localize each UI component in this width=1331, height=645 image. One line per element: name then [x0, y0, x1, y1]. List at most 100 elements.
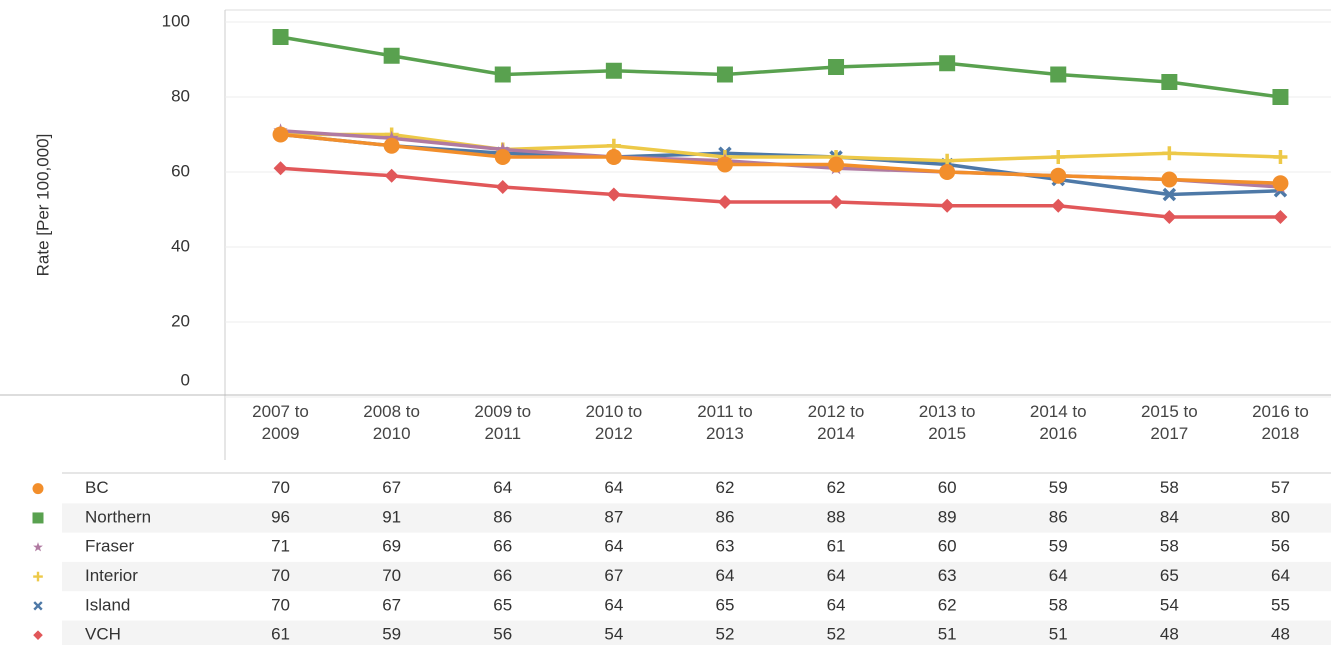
data-point [1050, 66, 1067, 83]
table-value: 65 [1160, 566, 1179, 585]
data-point [1050, 167, 1067, 184]
data-point [495, 180, 510, 194]
legend-label: Interior [85, 566, 138, 585]
table-value: 88 [827, 507, 846, 526]
x-tick-label: 2008 to 2010 [363, 402, 420, 443]
table-value: 56 [1271, 537, 1290, 556]
table-value: 62 [827, 478, 846, 497]
table-value: 63 [938, 566, 957, 585]
table-value: 64 [604, 537, 623, 556]
legend-marker [33, 630, 43, 640]
table-value: 70 [271, 595, 290, 614]
table-value: 66 [493, 537, 512, 556]
table-value: 48 [1160, 625, 1179, 644]
table-value: 57 [1271, 478, 1290, 497]
data-point [494, 66, 511, 83]
table-value: 91 [382, 507, 401, 526]
table-value: 64 [493, 478, 512, 497]
series-line [280, 166, 1281, 219]
table-value: 66 [493, 566, 512, 585]
x-tick-label: 2016 to 2018 [1252, 402, 1309, 443]
table-value: 63 [715, 537, 734, 556]
data-point [384, 130, 399, 145]
table-value: 59 [1049, 478, 1068, 497]
table-value: 56 [493, 625, 512, 644]
data-point [1162, 210, 1177, 224]
table-value: 67 [382, 595, 401, 614]
x-tick-label: 2012 to 2014 [807, 402, 865, 443]
data-point [828, 59, 845, 75]
table-value: 87 [604, 507, 623, 526]
table-value: 86 [715, 507, 734, 526]
table-value: 60 [938, 537, 957, 556]
data-point [1161, 74, 1178, 90]
data-point [606, 187, 621, 202]
data-point [383, 137, 400, 154]
table-value: 54 [1160, 595, 1179, 614]
table-value: 64 [827, 566, 846, 585]
legend-marker [32, 483, 44, 495]
table-row-bg [62, 503, 1331, 533]
table-row-bg [62, 620, 1331, 645]
legend-marker [33, 542, 43, 552]
data-point [384, 168, 399, 183]
legend-marker [33, 601, 43, 611]
table-value: 61 [271, 625, 290, 644]
table-value: 58 [1160, 537, 1179, 556]
x-tick-label: 2013 to 2015 [918, 402, 976, 443]
table-value: 70 [271, 478, 290, 497]
table-value: 70 [271, 566, 290, 585]
legend-marker [33, 571, 43, 582]
table-value: 62 [715, 478, 734, 497]
data-point [1051, 150, 1066, 164]
y-axis-label: Rate [Per 100,000] [33, 134, 52, 277]
data-point [273, 161, 288, 176]
table-value: 65 [715, 595, 734, 614]
legend-label: Fraser [85, 537, 134, 556]
y-tick-label: 0 [181, 370, 190, 389]
data-point [1051, 198, 1066, 213]
data-point [1273, 210, 1288, 224]
table-value: 86 [493, 507, 512, 526]
x-tick-label: 2007 to 2009 [252, 402, 309, 443]
data-point [939, 164, 956, 180]
table-value: 71 [271, 537, 290, 556]
data-point [495, 142, 510, 156]
y-tick-label: 20 [171, 311, 190, 330]
data-point [1272, 175, 1289, 192]
x-tick-label: 2010 to 2012 [585, 402, 643, 443]
y-tick-label: 100 [162, 11, 190, 30]
table-value: 64 [715, 566, 734, 585]
y-tick-label: 40 [171, 236, 190, 255]
table-value: 55 [1271, 595, 1290, 614]
table-value: 60 [938, 478, 957, 497]
table-value: 96 [271, 507, 290, 526]
y-tick-label: 60 [171, 161, 190, 180]
legend-label: VCH [85, 625, 121, 644]
table-value: 64 [827, 595, 846, 614]
series-line [280, 132, 1281, 163]
table-value: 51 [938, 625, 957, 644]
table-value: 86 [1049, 507, 1068, 526]
data-point [494, 149, 511, 165]
data-point [1162, 187, 1177, 202]
data-point [716, 66, 733, 83]
table-value: 58 [1049, 595, 1068, 614]
table-value: 51 [1049, 625, 1068, 644]
x-tick-label: 2015 to 2017 [1140, 402, 1198, 443]
legend-label: Island [85, 595, 130, 614]
table-value: 59 [1049, 537, 1068, 556]
table-value: 67 [382, 478, 401, 497]
data-point [940, 198, 955, 213]
data-point [1272, 89, 1289, 105]
data-point [272, 29, 289, 45]
data-point [939, 55, 956, 72]
table-value: 48 [1271, 625, 1290, 644]
data-point [829, 195, 844, 209]
table-value: 64 [604, 595, 623, 614]
x-tick-label: 2009 to 2011 [474, 402, 532, 443]
table-value: 80 [1271, 507, 1290, 526]
series-line [280, 35, 1281, 99]
